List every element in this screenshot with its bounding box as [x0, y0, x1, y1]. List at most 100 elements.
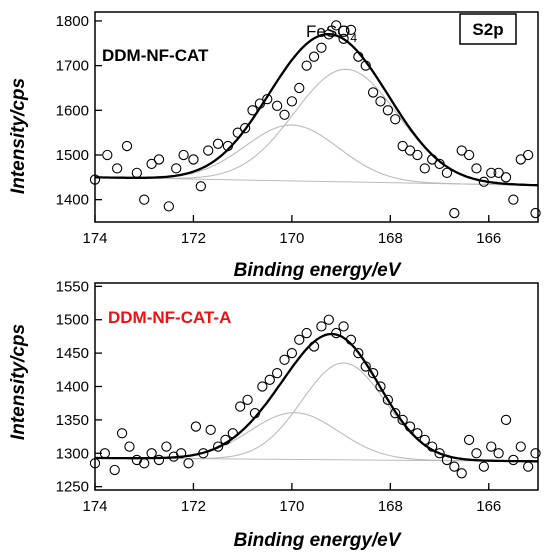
data-point: [171, 163, 182, 174]
y-tick-label: 1300: [56, 445, 89, 462]
data-point: [102, 149, 113, 161]
data-point: [254, 98, 266, 109]
data-point: [449, 207, 460, 219]
data-point: [249, 408, 261, 419]
data-point: [441, 167, 453, 179]
data-point: [257, 381, 268, 392]
data-point: [247, 105, 258, 116]
data-point: [188, 154, 199, 165]
data-point: [390, 408, 401, 419]
data-point: [153, 454, 165, 466]
tick-group: 174 172 170 168 166 1400 1500 1600 1700 1800: [56, 13, 502, 247]
data-point: [375, 381, 386, 392]
y-tick-label: 1500: [56, 147, 89, 164]
data-point: [471, 448, 482, 459]
data-point: [161, 441, 172, 452]
data-point: [279, 109, 290, 120]
data-point: [434, 448, 445, 459]
data-point: [530, 448, 541, 459]
data-point: [203, 145, 214, 156]
x-tick-label: 174: [82, 230, 107, 247]
data-point: [316, 321, 327, 332]
data-point: [308, 51, 320, 62]
data-point: [222, 140, 234, 152]
data-point: [301, 327, 312, 339]
y-tick-label: 1450: [56, 345, 89, 362]
data-point: [220, 434, 231, 446]
data-point: [360, 60, 371, 71]
data-point: [382, 394, 394, 406]
data-point: [262, 93, 273, 105]
data-point: [404, 421, 416, 432]
data-point: [338, 321, 349, 332]
data-point: [412, 428, 423, 439]
data-point: [116, 428, 128, 439]
data-point: [323, 314, 334, 325]
tick-group: 174 172 170 168 166 1250 1300 1350 1400 1450 1500 1…: [56, 278, 502, 515]
y-tick-label: 1250: [56, 479, 89, 496]
x-tick-label: 170: [279, 498, 304, 515]
sample-label: DDM-NF-CAT-A: [108, 308, 231, 327]
species-label-subscript: 4: [350, 31, 357, 45]
orbital-label: S2p: [472, 20, 503, 39]
data-point: [212, 441, 224, 452]
fit-envelope: [95, 33, 538, 187]
data-point: [530, 207, 541, 219]
data-point: [279, 354, 290, 365]
data-point: [471, 163, 482, 174]
data-point: [163, 201, 174, 212]
data-point: [427, 154, 438, 165]
panel-ddm-nf-cat: 174 172 170 168 166 1400 1500 1600 1700 1800 DDM-…: [8, 11, 541, 281]
data-point: [131, 167, 142, 179]
x-tick-label: 172: [181, 498, 206, 515]
data-point: [419, 434, 430, 446]
data-point: [463, 149, 475, 161]
data-point: [323, 29, 334, 40]
x-tick-label: 168: [378, 230, 403, 247]
data-point: [397, 414, 408, 426]
data-point: [308, 341, 320, 352]
data-point: [367, 87, 379, 98]
fit-envelope: [94, 332, 538, 463]
panel-ddm-nf-cat-a: 174 172 170 168 166 1250 1300 1350 1400 1450 1500 1…: [8, 278, 541, 551]
data-point: [345, 334, 357, 345]
data-point: [500, 414, 512, 426]
data-point: [456, 145, 467, 156]
species-label: FeSO4: [306, 22, 357, 45]
data-point: [121, 140, 133, 152]
data-point: [493, 167, 504, 179]
y-tick-label: 1600: [56, 102, 89, 119]
data-point: [360, 361, 371, 372]
data-point: [183, 458, 194, 469]
data-point: [109, 464, 120, 476]
data-point: [286, 96, 298, 107]
data-point: [404, 145, 416, 156]
x-tick-label: 166: [476, 498, 501, 515]
data-point: [478, 461, 490, 472]
data-point: [139, 194, 150, 205]
data-point: [190, 421, 202, 432]
data-points-group: [89, 314, 541, 479]
data-point: [441, 454, 453, 466]
data-point: [331, 20, 342, 31]
data-point: [195, 181, 206, 192]
data-point: [205, 424, 216, 436]
data-point: [515, 154, 526, 165]
data-point: [419, 163, 430, 174]
species-label-main: FeSO: [306, 22, 350, 41]
y-tick-label: 1550: [56, 278, 89, 295]
data-point: [478, 176, 490, 187]
data-point: [382, 105, 394, 116]
data-point: [463, 434, 475, 446]
data-point: [390, 114, 401, 125]
data-point: [294, 82, 305, 94]
data-point: [367, 367, 379, 379]
data-point: [427, 441, 438, 452]
data-point: [500, 172, 512, 183]
data-point: [331, 327, 342, 339]
data-point: [146, 448, 157, 459]
data-point: [212, 138, 224, 149]
data-point: [139, 458, 150, 469]
y-tick-label: 1400: [56, 192, 89, 209]
